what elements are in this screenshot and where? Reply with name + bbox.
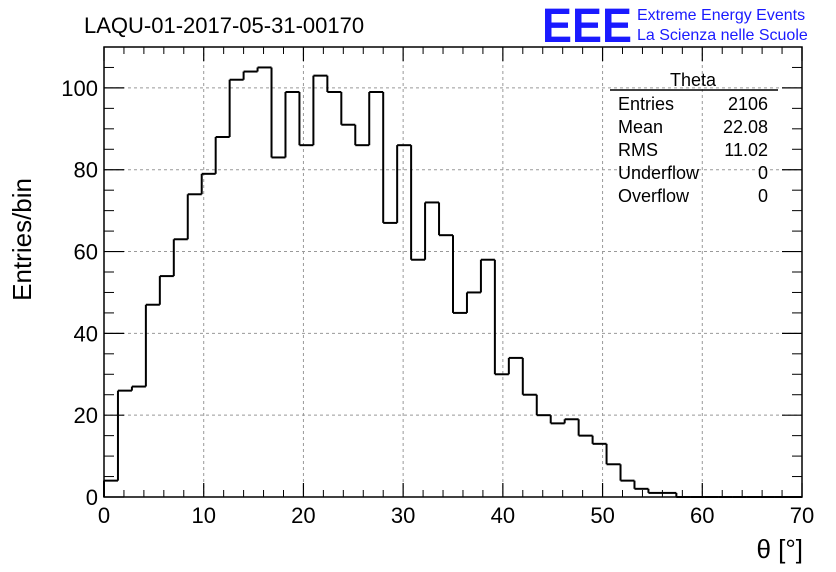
x-tick-label: 0 [98,503,110,528]
histogram-layer [103,66,802,498]
y-tick-label: 60 [74,240,98,265]
x-tick-label: 60 [690,503,714,528]
stats-box: Theta Entries 2106 Mean 22.08 RMS 11.02 … [610,70,778,206]
x-tick-label: 30 [391,503,415,528]
x-tick-label: 50 [590,503,614,528]
y-axis-title: Entries/bin [7,178,37,301]
stats-row-value: 11.02 [724,140,768,160]
tick-layer: 0 10 20 30 40 50 60 70 0 20 40 60 80 100 [61,46,814,528]
x-tick-label: 20 [291,503,315,528]
x-tick-label: 10 [191,503,215,528]
y-tick-label: 80 [74,158,98,183]
y-tick-label: 40 [74,321,98,346]
x-axis-title: θ [°] [756,534,803,564]
stats-row-label: Mean [618,117,663,137]
stats-row-value: 0 [758,163,768,183]
stats-row-label: Overflow [618,186,690,206]
brand-line-1: Extreme Energy Events [637,7,805,24]
x-tick-label: 40 [491,503,515,528]
y-tick-label: 100 [61,76,98,101]
stats-row-value: 2106 [728,94,768,114]
y-tick-label: 20 [74,403,98,428]
stats-row-value: 22.08 [723,117,768,137]
stats-title: Theta [670,70,717,90]
grid-layer [104,47,802,497]
x-tick-label: 70 [790,503,814,528]
stats-row-value: 0 [758,186,768,206]
stats-row-label: Entries [618,94,674,114]
chart-title: LAQU-01-2017-05-31-00170 [84,13,364,38]
y-tick-label: 0 [86,485,98,510]
brand-logo: EEE [542,0,632,53]
stats-row-label: RMS [618,140,658,160]
stats-row-label: Underflow [618,163,700,183]
brand-line-2: La Scienza nelle Scuole [637,27,808,44]
